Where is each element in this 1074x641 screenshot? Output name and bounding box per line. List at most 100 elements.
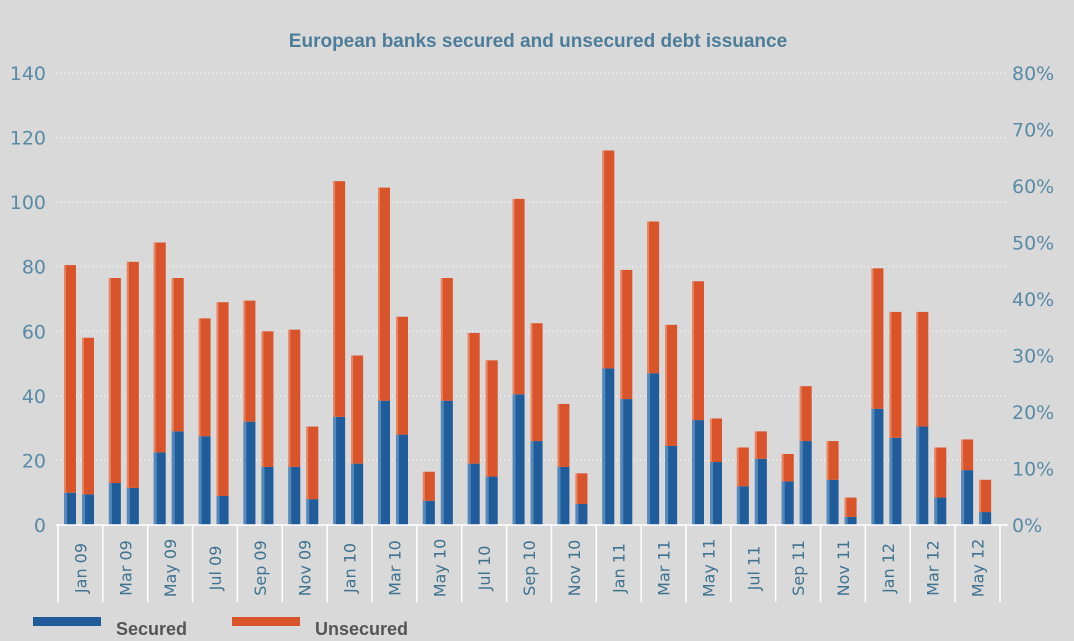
x-tick-label: Nov 11 [834,540,853,597]
bar-unsecured [288,329,301,467]
bar-unsecured-highlight [934,447,937,498]
bar-secured-highlight [64,490,67,525]
bar-unsecured [620,269,633,400]
x-tick-label: Sep 11 [789,540,808,596]
bar-unsecured [306,426,319,500]
bar-unsecured-highlight [736,447,739,487]
bar-unsecured-highlight [665,324,668,446]
bar-unsecured [422,471,435,501]
x-tick-label: Sep 09 [251,540,270,596]
bar-unsecured-highlight [378,187,380,401]
x-tick-label: Jan 10 [341,543,360,594]
y-tick-label: 80 [22,257,46,279]
bar-unsecured-highlight [396,316,398,435]
bar-unsecured-highlight [961,439,964,471]
bar-unsecured [171,278,184,432]
bar-unsecured [557,403,570,467]
bar-secured-highlight [781,479,785,525]
legend-swatch-secured [33,617,101,626]
y2-tick-label: 20% [1012,402,1054,424]
bar-unsecured [602,150,615,369]
y2-tick-label: 40% [1012,289,1054,311]
bar-unsecured-highlight [422,471,425,501]
bar-unsecured-highlight [216,302,219,496]
x-tick-label: Jan 09 [71,543,90,594]
bar-unsecured-highlight [889,311,892,438]
bar-secured-highlight [396,432,399,525]
bar-unsecured-highlight [351,355,354,464]
x-tick-label: Mar 09 [116,540,135,596]
bar-unsecured-highlight [243,300,246,422]
bar-secured-highlight [871,406,875,525]
bar-unsecured [844,497,857,517]
bar-unsecured [575,473,588,505]
bar-unsecured [826,441,839,480]
y-tick-label: 140 [10,63,46,85]
bar-unsecured [198,318,211,437]
bar-secured-highlight [82,492,85,525]
y2-tick-label: 10% [1012,459,1054,481]
y2-tick-label: 80% [1012,63,1054,85]
bar-unsecured [889,311,902,438]
bar-unsecured-highlight [108,278,111,484]
bar-unsecured-highlight [557,403,560,467]
bar-unsecured [799,386,812,442]
bar-secured-highlight [647,371,651,525]
bar-unsecured [467,332,480,464]
bar-unsecured-highlight [647,221,650,374]
bar-unsecured-highlight [826,441,829,480]
bar-secured-highlight [333,414,337,525]
x-tick-label: May 12 [969,539,988,598]
bar-unsecured-highlight [530,323,533,442]
bar-secured-highlight [422,498,426,525]
x-tick-label: Jul 10 [475,546,494,592]
bar-unsecured [781,453,794,482]
bar-unsecured [440,278,453,401]
legend-label-secured: Secured [116,619,187,639]
bar-unsecured-highlight [485,360,488,477]
bar-secured-highlight [961,468,965,525]
bar-secured-highlight [602,366,606,525]
bar-unsecured [243,300,256,422]
bar-unsecured-highlight [467,332,470,464]
bar-secured-highlight [351,461,355,525]
bar-unsecured-highlight [440,278,443,401]
bar-secured-highlight [378,398,381,525]
bar-unsecured-highlight [171,278,174,432]
bar-secured-highlight [530,439,534,525]
bar-unsecured [396,316,408,435]
bar-secured-highlight [916,424,920,525]
x-tick-label: Nov 10 [565,540,584,597]
bar-secured-highlight [620,397,624,525]
bar-secured-highlight [512,392,516,525]
bar-unsecured-highlight [198,318,201,437]
bar-unsecured-highlight [844,497,847,517]
bar-unsecured [736,447,749,487]
x-tick-label: Jan 12 [879,543,898,594]
bar-secured-highlight [692,418,695,525]
bar-unsecured-highlight [512,198,515,395]
bar-unsecured [216,302,229,496]
bar-unsecured-highlight [333,181,336,417]
bar-unsecured-highlight [781,453,784,482]
bar-secured-highlight [710,460,713,525]
bar-unsecured [64,265,76,493]
bar-unsecured-highlight [754,431,757,459]
bar-unsecured [961,439,974,471]
x-tick-label: May 11 [699,539,718,598]
x-tick-label: Jul 11 [744,546,763,592]
bar-unsecured-highlight [306,426,309,500]
bar-unsecured-highlight [64,265,66,493]
y-tick-label: 40 [22,386,46,408]
bar-secured-highlight [153,450,157,525]
x-tick-label: May 09 [161,539,180,598]
bar-secured [844,516,857,525]
legend: Secured Unsecured [33,617,408,639]
y2-tick-label: 30% [1012,346,1054,368]
bar-unsecured [512,198,525,395]
y2-tick-label: 70% [1012,120,1054,142]
bar-secured-highlight [261,464,265,525]
bar-unsecured-highlight [126,261,129,488]
bar-unsecured [261,331,274,467]
